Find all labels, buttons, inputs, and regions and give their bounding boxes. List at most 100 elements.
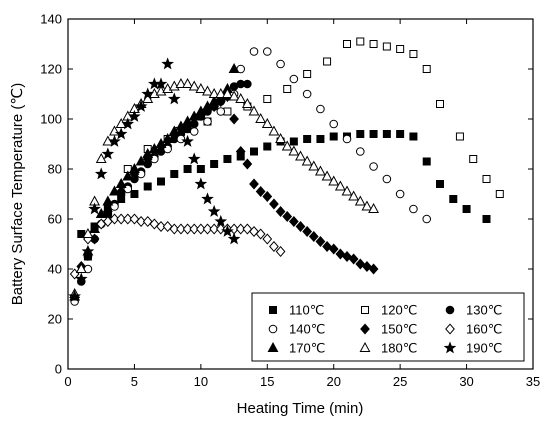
data-point <box>229 113 239 125</box>
legend: 110℃ 120℃ 130℃ 140℃ 150℃ 160℃ 170℃ 180℃ 190℃ <box>251 292 525 362</box>
data-point <box>368 263 379 275</box>
data-point <box>121 117 135 130</box>
x-tick-label: 15 <box>260 374 274 389</box>
data-point <box>195 82 207 93</box>
data-point <box>308 160 320 171</box>
legend-label: 130℃ <box>466 303 502 318</box>
data-point <box>170 170 179 178</box>
x-tick-label: 0 <box>64 374 71 389</box>
legend-box <box>251 292 525 362</box>
y-tick-label: 140 <box>40 12 62 27</box>
data-point <box>215 87 227 98</box>
data-point <box>282 210 293 223</box>
data-point <box>210 160 219 168</box>
data-point <box>201 192 214 205</box>
data-point <box>275 245 286 258</box>
data-point <box>116 213 127 225</box>
data-point <box>295 150 306 161</box>
data-point <box>136 215 146 228</box>
legend-marker <box>360 323 370 335</box>
data-point <box>382 174 392 184</box>
x-tick-label: 5 <box>131 374 138 389</box>
data-point <box>74 272 88 285</box>
data-point <box>235 92 247 103</box>
data-point <box>261 117 273 128</box>
data-point <box>315 235 326 248</box>
data-point <box>482 215 491 223</box>
data-point <box>122 170 134 181</box>
data-point <box>157 177 165 186</box>
data-point <box>301 155 313 166</box>
data-point <box>95 207 107 218</box>
series-8 <box>68 57 241 302</box>
x-tick-label: 35 <box>526 374 540 389</box>
data-point <box>449 195 458 203</box>
data-point <box>109 213 120 225</box>
data-point <box>288 215 299 228</box>
data-point <box>148 142 160 153</box>
data-point <box>182 115 194 126</box>
data-point <box>329 132 338 141</box>
data-point <box>188 80 200 91</box>
y-axis: 0 20 40 60 80 100 120 140 <box>40 12 533 377</box>
data-point <box>207 204 221 217</box>
data-point <box>314 165 326 176</box>
data-point <box>329 119 339 129</box>
legend-marker <box>445 305 455 315</box>
data-point <box>368 202 380 213</box>
data-point <box>369 40 378 48</box>
data-point <box>396 130 405 138</box>
data-point <box>202 85 213 96</box>
data-point <box>248 105 260 116</box>
data-point <box>128 109 141 122</box>
data-point <box>122 213 133 225</box>
data-point <box>156 220 166 233</box>
data-point <box>275 205 286 218</box>
y-tick-label: 60 <box>48 212 62 227</box>
data-point <box>161 57 174 70</box>
y-tick-label: 20 <box>48 312 62 327</box>
data-point <box>228 62 240 73</box>
data-point <box>249 47 259 56</box>
data-point <box>95 152 107 163</box>
data-point <box>308 230 319 243</box>
data-point <box>255 185 266 198</box>
data-point <box>241 97 253 108</box>
data-point <box>209 223 220 235</box>
data-point <box>396 45 405 53</box>
data-point <box>143 182 152 191</box>
data-point <box>208 87 220 98</box>
data-point <box>176 223 186 235</box>
data-point <box>369 162 378 171</box>
data-point <box>81 244 95 257</box>
data-point <box>162 132 174 143</box>
data-point <box>102 195 114 206</box>
data-point <box>409 204 418 214</box>
data-point <box>176 134 186 144</box>
data-point <box>422 157 431 166</box>
data-point <box>94 167 108 180</box>
data-point <box>316 135 325 143</box>
data-point <box>361 200 373 211</box>
data-point <box>289 74 299 84</box>
data-point <box>114 127 128 140</box>
data-point <box>302 89 312 99</box>
data-point <box>221 224 234 237</box>
legend-label: 120℃ <box>381 303 417 318</box>
data-point <box>181 134 194 147</box>
data-point <box>455 132 464 141</box>
legend-label: 190℃ <box>466 341 502 356</box>
data-point <box>202 223 213 235</box>
data-point <box>208 95 220 106</box>
data-point <box>369 130 378 138</box>
data-point <box>188 110 200 121</box>
data-point <box>275 132 287 143</box>
data-point <box>355 147 365 156</box>
data-point <box>167 92 181 105</box>
legend-marker <box>359 341 371 352</box>
data-point <box>250 147 258 156</box>
data-point <box>323 57 332 66</box>
data-point <box>168 125 180 136</box>
data-point <box>268 125 280 136</box>
data-point <box>82 227 94 238</box>
